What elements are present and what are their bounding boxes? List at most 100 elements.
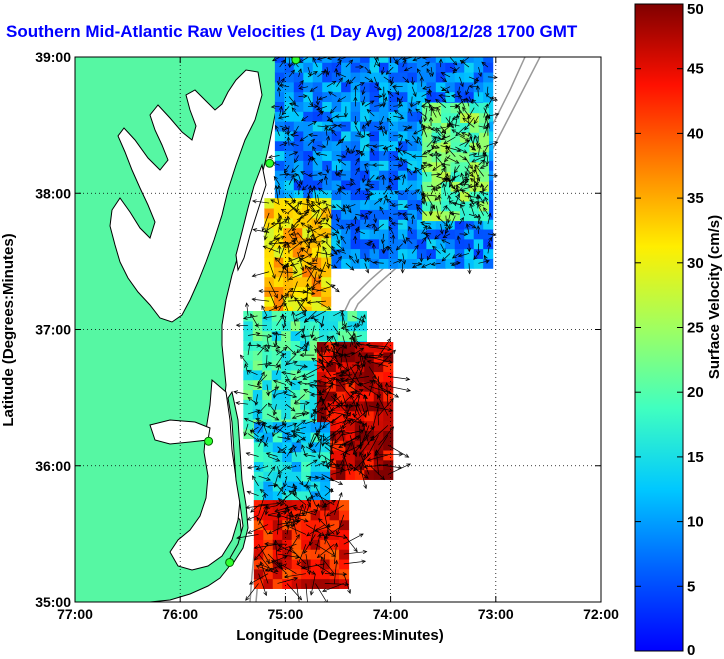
velocity-arrowhead bbox=[467, 184, 473, 189]
velocity-arrow bbox=[426, 195, 435, 209]
velocity-cell bbox=[281, 379, 292, 391]
velocity-arrowhead bbox=[364, 169, 369, 175]
velocity-cell bbox=[341, 160, 352, 171]
velocity-arrowhead bbox=[321, 388, 327, 393]
velocity-arrow bbox=[336, 233, 340, 244]
velocity-cell bbox=[397, 62, 409, 73]
velocity-arrow bbox=[363, 125, 366, 136]
velocity-cell bbox=[273, 227, 284, 238]
velocity-arrowhead bbox=[359, 389, 364, 393]
velocity-cell bbox=[373, 410, 384, 422]
velocity-arrow bbox=[434, 194, 441, 201]
velocity-cell bbox=[454, 219, 465, 230]
velocity-arrow bbox=[349, 255, 356, 264]
velocity-cell bbox=[426, 57, 437, 63]
velocity-arrowhead bbox=[307, 266, 313, 271]
velocity-cell bbox=[329, 519, 340, 531]
velocity-arrowhead bbox=[299, 137, 305, 142]
velocity-arrowhead bbox=[266, 391, 271, 397]
velocity-arrow bbox=[317, 194, 320, 206]
velocity-cell bbox=[322, 140, 333, 152]
velocity-cell bbox=[339, 578, 350, 589]
velocity-arrowhead bbox=[452, 60, 458, 66]
chart-title: Southern Mid-Atlantic Raw Velocities (1 … bbox=[6, 22, 578, 41]
velocity-arrowhead bbox=[306, 198, 311, 204]
velocity-cell bbox=[309, 320, 320, 332]
velocity-arrowhead bbox=[267, 402, 273, 408]
velocity-arrow bbox=[341, 325, 353, 329]
velocity-cell bbox=[426, 219, 437, 230]
velocity-arrow bbox=[285, 361, 298, 366]
velocity-arrowhead bbox=[480, 199, 485, 204]
velocity-cell bbox=[281, 320, 292, 332]
velocity-arrow bbox=[315, 533, 321, 555]
radar-station-marker bbox=[225, 557, 235, 567]
velocity-cell bbox=[301, 500, 312, 511]
velocity-arrow bbox=[302, 184, 309, 191]
velocity-arrow bbox=[317, 70, 326, 78]
velocity-arrowhead bbox=[322, 588, 327, 593]
velocity-arrow bbox=[421, 91, 431, 97]
velocity-arrow bbox=[314, 433, 325, 438]
velocity-arrow bbox=[458, 94, 466, 108]
velocity-arrow bbox=[430, 205, 434, 215]
velocity-arrow bbox=[422, 86, 432, 90]
velocity-arrowhead bbox=[361, 90, 366, 96]
velocity-arrow bbox=[277, 577, 298, 584]
x-axis-label: Longitude (Degrees:Minutes) bbox=[236, 627, 444, 644]
velocity-arrowhead bbox=[292, 394, 298, 399]
velocity-cell bbox=[309, 350, 320, 361]
velocity-arrowhead bbox=[435, 98, 440, 104]
velocity-arrowhead bbox=[471, 98, 477, 104]
velocity-arrowhead bbox=[282, 303, 288, 307]
velocity-arrow bbox=[324, 523, 330, 545]
velocity-arrow bbox=[328, 125, 337, 131]
velocity-cell bbox=[478, 171, 490, 182]
velocity-arrowhead bbox=[252, 228, 258, 233]
velocity-arrow bbox=[406, 168, 413, 176]
velocity-cell bbox=[290, 369, 301, 381]
velocity-arrow bbox=[258, 503, 281, 506]
velocity-arrow bbox=[249, 573, 269, 585]
velocity-arrowhead bbox=[303, 94, 308, 99]
velocity-cell bbox=[354, 410, 365, 422]
velocity-cell bbox=[253, 451, 264, 462]
velocity-cell bbox=[379, 111, 390, 122]
velocity-cell bbox=[293, 189, 304, 201]
velocity-arrow bbox=[268, 281, 278, 299]
velocity-arrowhead bbox=[321, 461, 327, 465]
velocity-cell bbox=[311, 198, 322, 209]
velocity-arrow bbox=[262, 422, 268, 434]
velocity-cell bbox=[291, 529, 302, 540]
velocity-cell bbox=[341, 130, 352, 142]
velocity-arrow bbox=[402, 57, 413, 60]
velocity-arrow bbox=[367, 454, 389, 461]
velocity-arrow bbox=[273, 176, 280, 185]
velocity-arrowhead bbox=[445, 149, 450, 155]
velocity-arrowhead bbox=[328, 214, 333, 220]
velocity-cell bbox=[263, 529, 274, 540]
velocity-arrow bbox=[247, 524, 269, 534]
velocity-arrowhead bbox=[282, 243, 287, 248]
velocity-arrow bbox=[318, 187, 328, 195]
velocity-arrowhead bbox=[459, 182, 464, 187]
velocity-arrowhead bbox=[331, 431, 336, 437]
velocity-cell bbox=[291, 451, 302, 462]
velocity-arrowhead bbox=[421, 57, 427, 60]
velocity-arrow bbox=[454, 164, 460, 174]
velocity-arrow bbox=[304, 335, 307, 348]
velocity-arrowhead bbox=[374, 451, 379, 457]
velocity-arrow bbox=[340, 425, 346, 447]
velocity-cell bbox=[397, 189, 409, 201]
velocity-arrow bbox=[477, 204, 485, 216]
velocity-arrowhead bbox=[263, 505, 268, 510]
velocity-arrowhead bbox=[381, 175, 386, 180]
velocity-arrowhead bbox=[483, 254, 488, 260]
velocity-arrow bbox=[452, 66, 460, 74]
velocity-arrowhead bbox=[251, 297, 257, 302]
velocity-arrow bbox=[263, 245, 279, 253]
velocity-arrow bbox=[315, 475, 325, 480]
velocity-arrowhead bbox=[273, 235, 278, 240]
velocity-cell bbox=[379, 130, 390, 142]
velocity-arrowhead bbox=[291, 107, 296, 112]
